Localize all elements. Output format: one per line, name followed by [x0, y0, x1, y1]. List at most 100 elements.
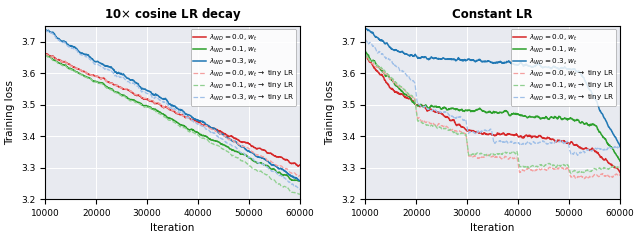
- $\lambda_{WD} = 0.3$, $w_t$: [245, 149, 253, 152]
- $\lambda_{WD} = 0.0$, $w_t \rightarrow$ tiny LR: [42, 53, 50, 56]
- $\lambda_{WD} = 0.3$, $w_t \rightarrow$ tiny LR: [561, 142, 568, 145]
- $\lambda_{WD} = 0.1$, $w_t \rightarrow$ tiny LR: [216, 146, 224, 149]
- $\lambda_{WD} = 0.0$, $w_t$: [294, 165, 302, 168]
- $\lambda_{WD} = 0.0$, $w_t \rightarrow$ tiny LR: [616, 174, 624, 176]
- $\lambda_{WD} = 0.3$, $w_t \rightarrow$ tiny LR: [68, 46, 76, 49]
- $\lambda_{WD} = 0.0$, $w_t$: [216, 130, 224, 133]
- Line: $\lambda_{WD} = 0.3$, $w_t$: $\lambda_{WD} = 0.3$, $w_t$: [45, 30, 300, 181]
- $\lambda_{WD} = 0.1$, $w_t \rightarrow$ tiny LR: [42, 54, 49, 56]
- $\lambda_{WD} = 0.1$, $w_t$: [154, 109, 161, 112]
- Legend: $\lambda_{WD} = 0.0$, $w_t$, $\lambda_{WD} = 0.1$, $w_t$, $\lambda_{WD} = 0.3$, : $\lambda_{WD} = 0.0$, $w_t$, $\lambda_{W…: [511, 29, 616, 105]
- $\lambda_{WD} = 0.1$, $w_t \rightarrow$ tiny LR: [296, 193, 303, 196]
- $\lambda_{WD} = 0.1$, $w_t \rightarrow$ tiny LR: [536, 163, 544, 166]
- $\lambda_{WD} = 0.1$, $w_t$: [145, 105, 152, 108]
- Legend: $\lambda_{WD} = 0.0$, $w_t$, $\lambda_{WD} = 0.1$, $w_t$, $\lambda_{WD} = 0.3$, : $\lambda_{WD} = 0.0$, $w_t$, $\lambda_{W…: [191, 29, 296, 105]
- $\lambda_{WD} = 0.3$, $w_t$: [296, 179, 303, 182]
- $\lambda_{WD} = 0.3$, $w_t$: [363, 27, 371, 30]
- $\lambda_{WD} = 0.1$, $w_t$: [42, 53, 49, 56]
- $\lambda_{WD} = 0.3$, $w_t$: [42, 28, 49, 31]
- $\lambda_{WD} = 0.0$, $w_t$: [296, 163, 304, 166]
- $\lambda_{WD} = 0.0$, $w_t$: [241, 141, 248, 143]
- $\lambda_{WD} = 0.0$, $w_t \rightarrow$ tiny LR: [296, 174, 304, 177]
- $\lambda_{WD} = 0.1$, $w_t \rightarrow$ tiny LR: [564, 165, 572, 168]
- $\lambda_{WD} = 0.1$, $w_t \rightarrow$ tiny LR: [362, 53, 369, 56]
- $\lambda_{WD} = 0.3$, $w_t$: [68, 45, 76, 48]
- $\lambda_{WD} = 0.3$, $w_t$: [296, 179, 304, 182]
- Line: $\lambda_{WD} = 0.0$, $w_t \rightarrow$ tiny LR: $\lambda_{WD} = 0.0$, $w_t \rightarrow$ …: [365, 55, 620, 179]
- $\lambda_{WD} = 0.0$, $w_t$: [474, 130, 481, 133]
- $\lambda_{WD} = 0.3$, $w_t$: [241, 146, 248, 149]
- $\lambda_{WD} = 0.1$, $w_t$: [296, 180, 303, 183]
- Line: $\lambda_{WD} = 0.3$, $w_t \rightarrow$ tiny LR: $\lambda_{WD} = 0.3$, $w_t \rightarrow$ …: [45, 31, 300, 189]
- $\lambda_{WD} = 0.1$, $w_t \rightarrow$ tiny LR: [567, 172, 575, 175]
- $\lambda_{WD} = 0.3$, $w_t \rightarrow$ tiny LR: [362, 39, 370, 42]
- Y-axis label: Training loss: Training loss: [326, 80, 335, 145]
- $\lambda_{WD} = 0.3$, $w_t$: [362, 28, 369, 31]
- $\lambda_{WD} = 0.3$, $w_t$: [42, 28, 49, 31]
- $\lambda_{WD} = 0.3$, $w_t \rightarrow$ tiny LR: [388, 60, 396, 63]
- Line: $\lambda_{WD} = 0.0$, $w_t \rightarrow$ tiny LR: $\lambda_{WD} = 0.0$, $w_t \rightarrow$ …: [45, 54, 300, 177]
- $\lambda_{WD} = 0.1$, $w_t \rightarrow$ tiny LR: [296, 193, 304, 196]
- Line: $\lambda_{WD} = 0.0$, $w_t$: $\lambda_{WD} = 0.0$, $w_t$: [45, 54, 300, 166]
- $\lambda_{WD} = 0.1$, $w_t$: [474, 109, 481, 111]
- $\lambda_{WD} = 0.3$, $w_t \rightarrow$ tiny LR: [296, 188, 303, 191]
- $\lambda_{WD} = 0.0$, $w_t$: [465, 129, 472, 132]
- $\lambda_{WD} = 0.0$, $w_t$: [42, 52, 50, 55]
- Title: Constant LR: Constant LR: [452, 8, 533, 21]
- Line: $\lambda_{WD} = 0.1$, $w_t$: $\lambda_{WD} = 0.1$, $w_t$: [45, 54, 300, 181]
- $\lambda_{WD} = 0.3$, $w_t \rightarrow$ tiny LR: [474, 130, 481, 133]
- $\lambda_{WD} = 0.1$, $w_t$: [296, 179, 304, 182]
- $\lambda_{WD} = 0.0$, $w_t$: [145, 99, 152, 102]
- $\lambda_{WD} = 0.3$, $w_t$: [536, 64, 544, 67]
- X-axis label: Iteration: Iteration: [470, 223, 515, 234]
- $\lambda_{WD} = 0.3$, $w_t \rightarrow$ tiny LR: [42, 29, 49, 32]
- $\lambda_{WD} = 0.3$, $w_t \rightarrow$ tiny LR: [241, 152, 248, 155]
- Y-axis label: Training loss: Training loss: [6, 80, 15, 145]
- $\lambda_{WD} = 0.0$, $w_t$: [245, 142, 253, 145]
- $\lambda_{WD} = 0.3$, $w_t \rightarrow$ tiny LR: [296, 188, 304, 191]
- $\lambda_{WD} = 0.3$, $w_t$: [388, 47, 396, 50]
- $\lambda_{WD} = 0.3$, $w_t$: [465, 58, 472, 60]
- Line: $\lambda_{WD} = 0.1$, $w_t \rightarrow$ tiny LR: $\lambda_{WD} = 0.1$, $w_t \rightarrow$ …: [45, 55, 300, 194]
- $\lambda_{WD} = 0.3$, $w_t \rightarrow$ tiny LR: [362, 39, 369, 42]
- $\lambda_{WD} = 0.1$, $w_t$: [616, 160, 624, 163]
- $\lambda_{WD} = 0.0$, $w_t$: [560, 139, 568, 142]
- $\lambda_{WD} = 0.1$, $w_t$: [244, 156, 252, 159]
- $\lambda_{WD} = 0.1$, $w_t$: [362, 49, 369, 52]
- $\lambda_{WD} = 0.1$, $w_t \rightarrow$ tiny LR: [67, 69, 75, 71]
- Line: $\lambda_{WD} = 0.3$, $w_t \rightarrow$ tiny LR: $\lambda_{WD} = 0.3$, $w_t \rightarrow$ …: [365, 40, 620, 155]
- $\lambda_{WD} = 0.0$, $w_t$: [564, 142, 572, 145]
- X-axis label: Iteration: Iteration: [150, 223, 195, 234]
- $\lambda_{WD} = 0.3$, $w_t \rightarrow$ tiny LR: [145, 92, 152, 95]
- $\lambda_{WD} = 0.1$, $w_t \rightarrow$ tiny LR: [240, 160, 248, 163]
- $\lambda_{WD} = 0.3$, $w_t \rightarrow$ tiny LR: [565, 144, 573, 147]
- $\lambda_{WD} = 0.0$, $w_t$: [387, 87, 395, 90]
- $\lambda_{WD} = 0.0$, $w_t$: [68, 64, 76, 67]
- $\lambda_{WD} = 0.0$, $w_t$: [536, 134, 544, 137]
- $\lambda_{WD} = 0.0$, $w_t \rightarrow$ tiny LR: [474, 157, 481, 160]
- $\lambda_{WD} = 0.1$, $w_t \rightarrow$ tiny LR: [560, 163, 568, 166]
- $\lambda_{WD} = 0.0$, $w_t \rightarrow$ tiny LR: [42, 53, 49, 56]
- $\lambda_{WD} = 0.0$, $w_t \rightarrow$ tiny LR: [145, 98, 152, 101]
- $\lambda_{WD} = 0.1$, $w_t$: [240, 153, 248, 156]
- $\lambda_{WD} = 0.0$, $w_t \rightarrow$ tiny LR: [465, 152, 472, 155]
- $\lambda_{WD} = 0.3$, $w_t$: [561, 66, 568, 69]
- $\lambda_{WD} = 0.0$, $w_t \rightarrow$ tiny LR: [216, 132, 224, 135]
- Line: $\lambda_{WD} = 0.3$, $w_t$: $\lambda_{WD} = 0.3$, $w_t$: [365, 29, 620, 147]
- $\lambda_{WD} = 0.1$, $w_t \rightarrow$ tiny LR: [154, 111, 161, 114]
- $\lambda_{WD} = 0.0$, $w_t \rightarrow$ tiny LR: [564, 168, 572, 171]
- $\lambda_{WD} = 0.0$, $w_t \rightarrow$ tiny LR: [154, 101, 161, 104]
- $\lambda_{WD} = 0.1$, $w_t$: [536, 117, 544, 120]
- $\lambda_{WD} = 0.0$, $w_t \rightarrow$ tiny LR: [241, 145, 248, 148]
- $\lambda_{WD} = 0.1$, $w_t$: [564, 118, 572, 120]
- $\lambda_{WD} = 0.3$, $w_t \rightarrow$ tiny LR: [536, 141, 544, 144]
- $\lambda_{WD} = 0.1$, $w_t \rightarrow$ tiny LR: [145, 106, 152, 109]
- $\lambda_{WD} = 0.1$, $w_t \rightarrow$ tiny LR: [474, 152, 481, 155]
- $\lambda_{WD} = 0.1$, $w_t$: [216, 142, 224, 145]
- $\lambda_{WD} = 0.1$, $w_t$: [387, 78, 395, 81]
- $\lambda_{WD} = 0.3$, $w_t$: [216, 132, 224, 135]
- Line: $\lambda_{WD} = 0.1$, $w_t$: $\lambda_{WD} = 0.1$, $w_t$: [365, 50, 620, 161]
- $\lambda_{WD} = 0.0$, $w_t \rightarrow$ tiny LR: [560, 168, 568, 171]
- $\lambda_{WD} = 0.3$, $w_t$: [154, 94, 161, 97]
- $\lambda_{WD} = 0.0$, $w_t$: [616, 171, 624, 174]
